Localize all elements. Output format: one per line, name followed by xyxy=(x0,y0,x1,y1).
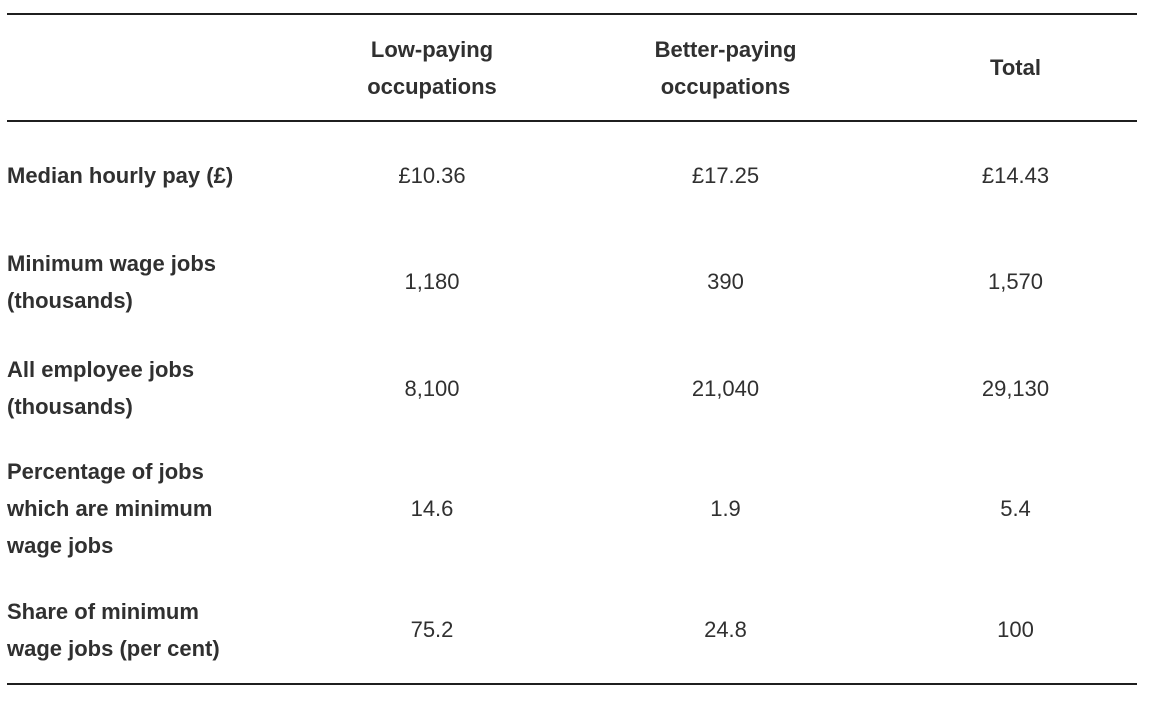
column-header-low-paying: Low-paying occupations xyxy=(307,14,557,122)
cell-percentage-minimum-wage-total: 5.4 xyxy=(1000,496,1031,521)
row-label-percentage-minimum-wage-jobs: Percentage of jobs which are minimum wag… xyxy=(7,459,213,558)
cell-percentage-minimum-wage-better-paying: 1.9 xyxy=(710,496,741,521)
cell-all-employee-jobs-low-paying: 8,100 xyxy=(404,375,460,401)
cell-median-hourly-pay-total: £14.43 xyxy=(981,162,1050,188)
row-label-share-minimum-wage-jobs: Share of minimum wage jobs (per cent) xyxy=(7,598,220,661)
table-row-all-employee-jobs: All employee jobs (thousands) 8,100 21,0… xyxy=(7,335,1137,441)
cell-percentage-minimum-wage-low-paying: 14.6 xyxy=(410,496,454,521)
table-row-median-hourly-pay: Median hourly pay (£) £10.36 £17.25 £14.… xyxy=(7,121,1137,228)
cell-minimum-wage-jobs-total: 1,570 xyxy=(987,269,1044,294)
table-row-share-minimum-wage-jobs: Share of minimum wage jobs (per cent) 75… xyxy=(7,576,1137,684)
cell-median-hourly-pay-better-paying: £17.25 xyxy=(691,162,760,188)
cell-minimum-wage-jobs-better-paying: 390 xyxy=(707,269,744,294)
cell-share-minimum-wage-better-paying: 24.8 xyxy=(704,617,747,642)
cell-all-employee-jobs-total: 29,130 xyxy=(981,375,1050,401)
table-row-minimum-wage-jobs: Minimum wage jobs (thousands) 1,180 390 … xyxy=(7,228,1137,335)
column-header-row-labels xyxy=(7,14,307,122)
cell-share-minimum-wage-total: 100 xyxy=(997,617,1034,642)
row-label-minimum-wage-jobs: Minimum wage jobs (thousands) xyxy=(7,250,217,313)
row-label-all-employee-jobs: All employee jobs (thousands) xyxy=(7,357,195,419)
page: Low-paying occupations Better-paying occ… xyxy=(0,13,1164,707)
cell-all-employee-jobs-better-paying: 21,040 xyxy=(691,375,760,401)
column-header-better-paying: Better-paying occupations xyxy=(557,14,894,122)
table-row-percentage-minimum-wage-jobs: Percentage of jobs which are minimum wag… xyxy=(7,441,1137,576)
wage-statistics-table: Low-paying occupations Better-paying occ… xyxy=(7,13,1137,685)
column-header-total: Total xyxy=(894,14,1137,122)
row-label-median-hourly-pay: Median hourly pay (£) xyxy=(7,162,234,188)
cell-median-hourly-pay-low-paying: £10.36 xyxy=(398,162,466,188)
table-header-row: Low-paying occupations Better-paying occ… xyxy=(7,14,1137,122)
cell-minimum-wage-jobs-low-paying: 1,180 xyxy=(404,269,460,294)
cell-share-minimum-wage-low-paying: 75.2 xyxy=(410,617,454,642)
